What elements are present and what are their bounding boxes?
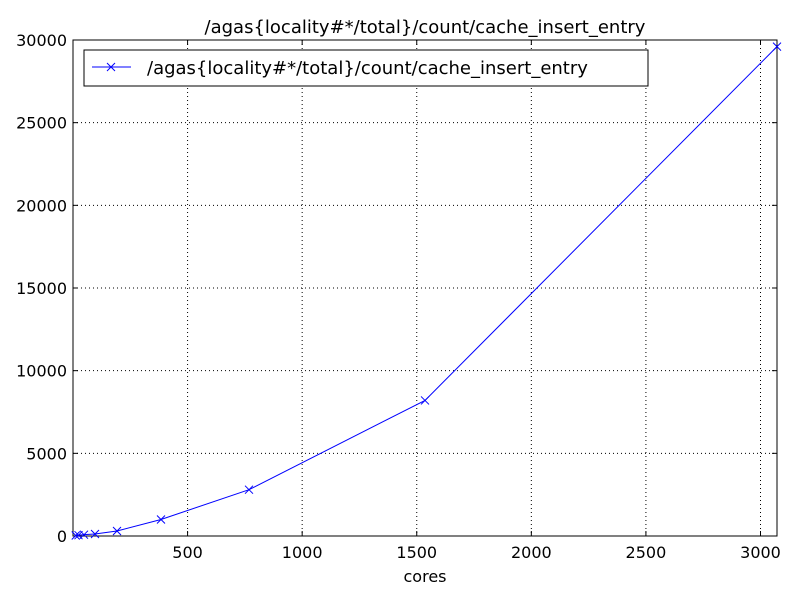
x-tick-label: 1000 (282, 543, 323, 562)
marker-stroke (772, 42, 782, 51)
data-point-marker (772, 42, 782, 51)
x-axis-label: cores (404, 567, 447, 586)
chart-title: /agas{locality#*/total}/count/cache_inse… (205, 17, 646, 38)
y-tick-label: 0 (57, 527, 67, 546)
x-tick-label: 1500 (396, 543, 437, 562)
gridlines (73, 40, 777, 536)
marker-stroke (112, 526, 122, 536)
x-tick-label: 2000 (511, 543, 552, 562)
x-tick-label: 500 (172, 543, 203, 562)
data-point-marker (112, 526, 122, 536)
legend-label: /agas{locality#*/total}/count/cache_inse… (147, 58, 588, 79)
marker-stroke (79, 530, 89, 540)
data-point-marker (244, 485, 254, 495)
legend-marker (106, 62, 116, 72)
marker-stroke (420, 396, 430, 405)
y-tick-label: 5000 (26, 444, 67, 463)
marker-stroke (156, 515, 166, 524)
y-tick-label: 30000 (16, 31, 67, 50)
y-tick-label: 10000 (16, 362, 67, 381)
marker-stroke (71, 531, 81, 540)
axes: 500 1000 1500 2000 2500 300005000100001500020… (16, 31, 781, 562)
series-layer (71, 42, 782, 540)
marker-stroke (90, 529, 100, 539)
legend-box (83, 49, 649, 87)
marker-stroke (106, 62, 116, 72)
legend: /agas{locality#*/total}/count/cache_inse… (83, 49, 649, 87)
data-point-marker (71, 531, 81, 540)
data-point-marker (420, 396, 430, 405)
data-point-marker (90, 529, 100, 539)
y-tick-label: 15000 (16, 279, 67, 298)
series-line (75, 46, 778, 537)
y-tick-label: 25000 (16, 114, 67, 133)
marker-stroke (244, 485, 254, 495)
y-tick-label: 20000 (16, 196, 67, 215)
data-point-marker (79, 530, 89, 540)
x-tick-label: 3000 (740, 543, 781, 562)
data-point-marker (156, 515, 166, 524)
x-tick-label: 2500 (626, 543, 667, 562)
